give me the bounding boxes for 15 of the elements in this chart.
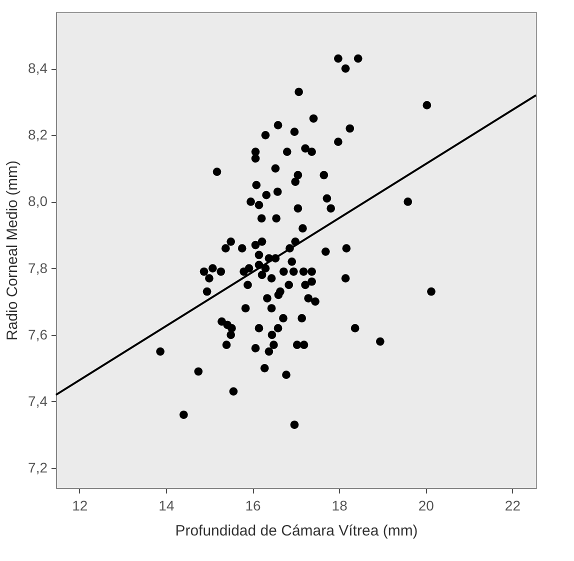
x-tick-label: 18 — [332, 498, 348, 514]
x-tick-label: 22 — [504, 498, 521, 514]
y-tick-label: 8,4 — [28, 60, 48, 76]
y-tick-label: 7,6 — [28, 326, 48, 342]
y-tick-label: 7,8 — [28, 260, 48, 276]
y-tick-label: 8,0 — [28, 193, 48, 210]
x-axis-title: Profundidad de Cámara Vítrea (mm) — [175, 522, 418, 540]
x-tick-label: 14 — [158, 498, 174, 514]
x-tick-label: 16 — [245, 498, 261, 514]
y-tick-label: 8,2 — [28, 126, 48, 143]
x-tick-label: 20 — [418, 498, 434, 514]
y-tick-label: 7,4 — [28, 392, 48, 409]
y-tick-label: 7,2 — [28, 460, 48, 476]
y-axis-title: Radio Corneal Medio (mm) — [4, 160, 22, 341]
x-tick-label: 12 — [72, 498, 88, 514]
